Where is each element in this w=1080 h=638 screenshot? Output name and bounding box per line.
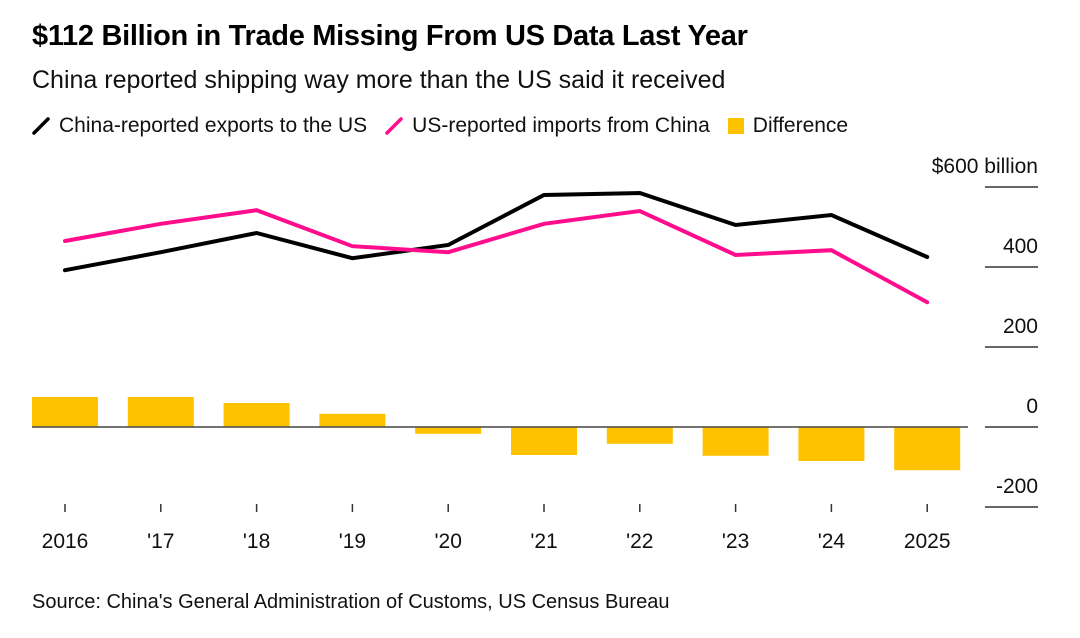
x-tick-label: '17: [147, 530, 174, 553]
legend-label: China-reported exports to the US: [59, 114, 368, 137]
y-tick-label: 200: [1003, 315, 1038, 338]
legend-label: US-reported imports from China: [412, 114, 710, 137]
x-tick-label: '20: [435, 530, 462, 553]
x-tick-label: 2025: [904, 530, 951, 553]
source-note: Source: China's General Administration o…: [32, 591, 670, 613]
difference-bar: [511, 427, 577, 455]
y-tick-label: 0: [1026, 395, 1038, 418]
difference-bar: [223, 403, 290, 427]
chart-title: $112 Billion in Trade Missing From US Da…: [32, 20, 748, 52]
x-tick-label: '23: [722, 530, 749, 553]
difference-bar: [127, 397, 194, 427]
y-tick-label: 400: [1003, 235, 1038, 258]
x-tick-label: 2016: [42, 530, 89, 553]
china-exports-line: [63, 190, 930, 273]
difference-bar: [319, 413, 386, 427]
x-tick-label: '19: [339, 530, 366, 553]
x-tick-label: '21: [530, 530, 557, 553]
difference-bar: [606, 427, 673, 444]
difference-bar: [894, 427, 961, 471]
pink-line-swatch-icon: [385, 117, 403, 135]
legend-item-china-exports: China-reported exports to the US: [32, 114, 367, 138]
legend-label: Difference: [752, 114, 849, 137]
chart-subtitle: China reported shipping way more than th…: [32, 66, 726, 94]
x-tick-label: '18: [243, 530, 270, 553]
difference-bar: [415, 427, 482, 434]
legend-item-us-imports: US-reported imports from China: [385, 114, 710, 138]
yellow-square-swatch-icon: [727, 118, 744, 134]
y-tick-label: $600 billion: [932, 155, 1038, 178]
legend: China-reported exports to the US US-repo…: [32, 114, 866, 138]
difference-bar: [32, 397, 98, 427]
x-tick-label: '24: [818, 530, 846, 553]
difference-bar: [798, 427, 865, 461]
x-tick-label: '22: [626, 530, 653, 553]
black-line-swatch-icon: [32, 117, 50, 135]
difference-bar: [702, 427, 769, 456]
y-tick-label: -200: [996, 475, 1038, 498]
us-imports-line: [63, 208, 930, 305]
legend-item-difference: Difference: [727, 114, 849, 138]
